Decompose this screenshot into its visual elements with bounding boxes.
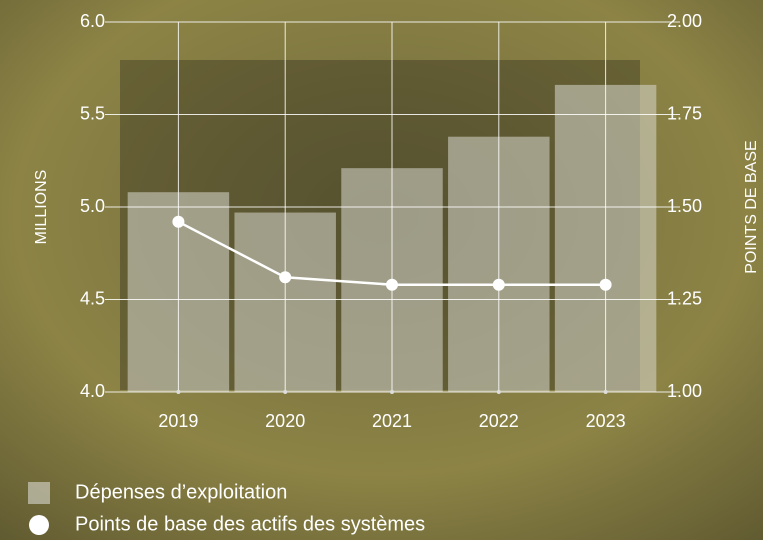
point — [172, 215, 185, 228]
y-axis-label: MILLIONS — [33, 170, 50, 245]
y2-tick-label: 1.00 — [667, 381, 702, 401]
y-tick-label: 5.5 — [80, 103, 105, 123]
x-tick-dot — [603, 390, 608, 394]
point — [492, 278, 505, 291]
y2-axis-label: POINTS DE BASE — [743, 140, 760, 273]
x-tick-label: 2020 — [265, 411, 305, 431]
y2-tick-label: 1.25 — [667, 288, 702, 308]
x-tick-dot — [176, 390, 181, 394]
y-tick-label: 4.5 — [80, 288, 105, 308]
y2-tick-label: 2.00 — [667, 11, 702, 31]
point — [279, 271, 292, 284]
y2-tick-label: 1.75 — [667, 103, 702, 123]
y-tick-label: 5.0 — [80, 196, 105, 216]
legend-swatch — [29, 515, 49, 535]
x-tick-label: 2023 — [586, 411, 626, 431]
x-tick-dot — [390, 390, 394, 394]
point — [599, 278, 612, 291]
y-tick-label: 4.0 — [80, 381, 105, 401]
legend-label: Points de base des actifs des systèmes — [75, 513, 425, 535]
y2-tick-label: 1.50 — [667, 196, 702, 216]
x-tick-dot — [283, 390, 288, 394]
x-tick-label: 2019 — [158, 411, 198, 431]
x-tick-label: 2021 — [372, 411, 412, 431]
legend-swatch — [28, 482, 50, 504]
point — [386, 278, 398, 291]
legend-label: Dépenses d’exploitation — [75, 481, 287, 503]
y-tick-label: 6.0 — [80, 11, 105, 31]
x-tick-label: 2022 — [479, 411, 519, 431]
x-tick-dot — [496, 390, 501, 394]
